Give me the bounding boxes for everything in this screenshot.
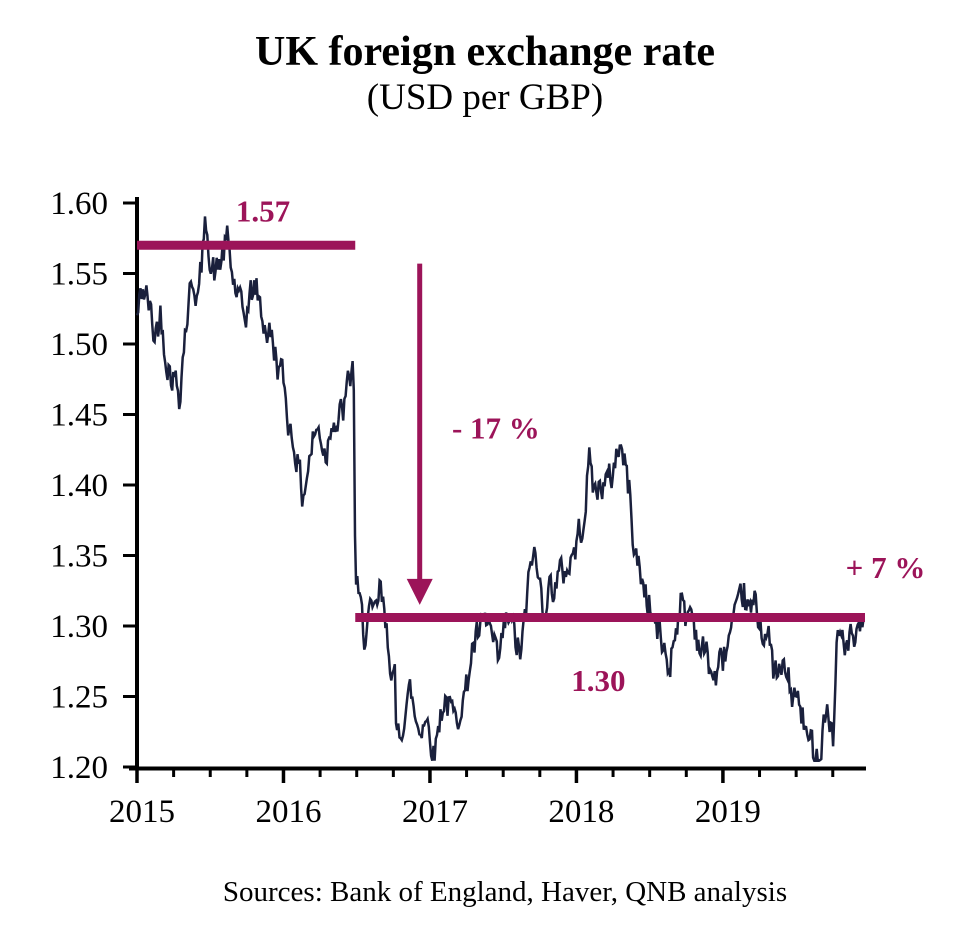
- chart-subtitle: (USD per GBP): [366, 77, 604, 118]
- x-tick-label: 2019: [695, 794, 761, 830]
- level-130-label: 1.30: [571, 663, 625, 698]
- x-tick-label: 2017: [402, 794, 468, 830]
- y-tick-label: 1.40: [50, 468, 108, 504]
- drop-arrow-head: [406, 578, 433, 605]
- y-tick-label: 1.20: [50, 750, 108, 786]
- y-tick-label: 1.35: [50, 539, 108, 575]
- y-tick-label: 1.50: [50, 327, 108, 363]
- exchange-rate-line: [135, 216, 865, 762]
- y-tick-label: 1.55: [50, 257, 108, 293]
- rise-pct-label: + 7 %: [846, 550, 926, 585]
- x-tick-label: 2015: [109, 794, 175, 830]
- source-note: Sources: Bank of England, Haver, QNB ana…: [222, 876, 788, 908]
- y-tick-label: 1.25: [50, 680, 108, 716]
- drop-pct-label: - 17 %: [452, 410, 540, 445]
- y-tick-label: 1.30: [50, 609, 108, 645]
- x-tick-label: 2018: [548, 794, 614, 830]
- level-157-label: 1.57: [236, 193, 290, 228]
- y-tick-label: 1.45: [50, 398, 108, 434]
- chart-title: UK foreign exchange rate: [255, 29, 715, 75]
- y-tick-label: 1.60: [50, 186, 108, 222]
- x-tick-label: 2016: [255, 794, 321, 830]
